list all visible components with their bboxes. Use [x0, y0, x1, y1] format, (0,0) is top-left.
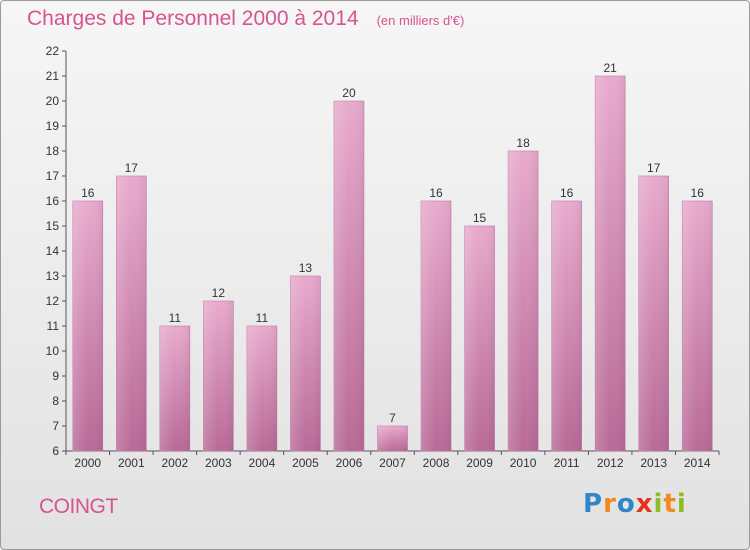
y-tick-label: 13: [46, 269, 60, 283]
data-label: 16: [81, 186, 95, 200]
logo-letter: i: [653, 489, 664, 519]
y-tick-label: 21: [46, 69, 60, 83]
bar-sheen: [246, 326, 277, 451]
data-label: 15: [473, 211, 487, 225]
data-label: 11: [169, 311, 182, 325]
data-label: 17: [647, 161, 661, 175]
bar-sheen: [290, 276, 321, 451]
data-label: 16: [429, 186, 443, 200]
x-tick-label: 2014: [684, 456, 711, 470]
chart-title: Charges de Personnel 2000 à 2014: [27, 7, 359, 30]
logo-letter: o: [616, 489, 636, 519]
bar-sheen: [377, 426, 408, 451]
bar-sheen: [464, 226, 495, 451]
proxiti-logo: Proxiti: [583, 489, 687, 519]
x-tick-label: 2007: [379, 456, 406, 470]
x-tick-label: 2013: [640, 456, 667, 470]
y-tick-label: 19: [46, 119, 60, 133]
x-tick-label: 2009: [466, 456, 493, 470]
y-tick-label: 10: [46, 344, 60, 358]
x-tick-label: 2001: [118, 456, 145, 470]
y-tick-label: 6: [52, 444, 59, 458]
y-tick-label: 18: [46, 144, 60, 158]
x-tick-label: 2010: [510, 456, 537, 470]
logo-letter: x: [635, 489, 654, 519]
commune-name: COINGT: [39, 495, 118, 518]
logo-letter: P: [583, 489, 604, 519]
y-tick-label: 22: [46, 44, 60, 58]
bar-sheen: [551, 201, 582, 451]
data-label: 16: [560, 186, 574, 200]
chart-unit: (en milliers d'€): [376, 13, 465, 28]
logo-letter: i: [676, 489, 687, 519]
y-tick-label: 9: [52, 369, 59, 383]
data-label: 18: [516, 136, 530, 150]
x-tick-label: 2006: [336, 456, 363, 470]
chart-header: Charges de Personnel 2000 à 2014 (en mil…: [27, 7, 464, 31]
bar-sheen: [421, 201, 452, 451]
bar-sheen: [333, 101, 364, 451]
y-tick-label: 20: [46, 94, 60, 108]
y-tick-label: 17: [46, 169, 60, 183]
bar-sheen: [203, 301, 234, 451]
logo-letter: t: [663, 489, 677, 519]
y-tick-label: 12: [46, 294, 60, 308]
data-label: 21: [603, 61, 617, 75]
y-tick-label: 11: [47, 319, 60, 333]
data-label: 7: [389, 411, 396, 425]
y-tick-label: 8: [52, 394, 59, 408]
y-tick-label: 7: [52, 419, 59, 433]
data-label: 17: [125, 161, 139, 175]
bar-sheen: [595, 76, 626, 451]
x-tick-label: 2012: [597, 456, 624, 470]
data-label: 13: [299, 261, 313, 275]
bar-sheen: [638, 176, 669, 451]
bar-sheen: [72, 201, 103, 451]
data-label: 20: [342, 86, 356, 100]
x-tick-label: 2002: [161, 456, 188, 470]
bar-sheen: [682, 201, 713, 451]
data-label: 11: [256, 311, 269, 325]
data-label: 16: [691, 186, 705, 200]
x-tick-label: 2005: [292, 456, 319, 470]
bar-sheen: [159, 326, 190, 451]
logo-letter: r: [603, 489, 617, 519]
y-tick-label: 14: [46, 244, 60, 258]
data-label: 12: [212, 286, 226, 300]
bar-sheen: [508, 151, 539, 451]
bar-sheen: [116, 176, 147, 451]
x-tick-label: 2000: [74, 456, 101, 470]
y-tick-label: 16: [46, 194, 60, 208]
x-tick-label: 2011: [554, 456, 580, 470]
x-tick-label: 2003: [205, 456, 232, 470]
x-tick-label: 2008: [423, 456, 450, 470]
x-tick-label: 2004: [249, 456, 276, 470]
y-tick-label: 15: [46, 219, 60, 233]
